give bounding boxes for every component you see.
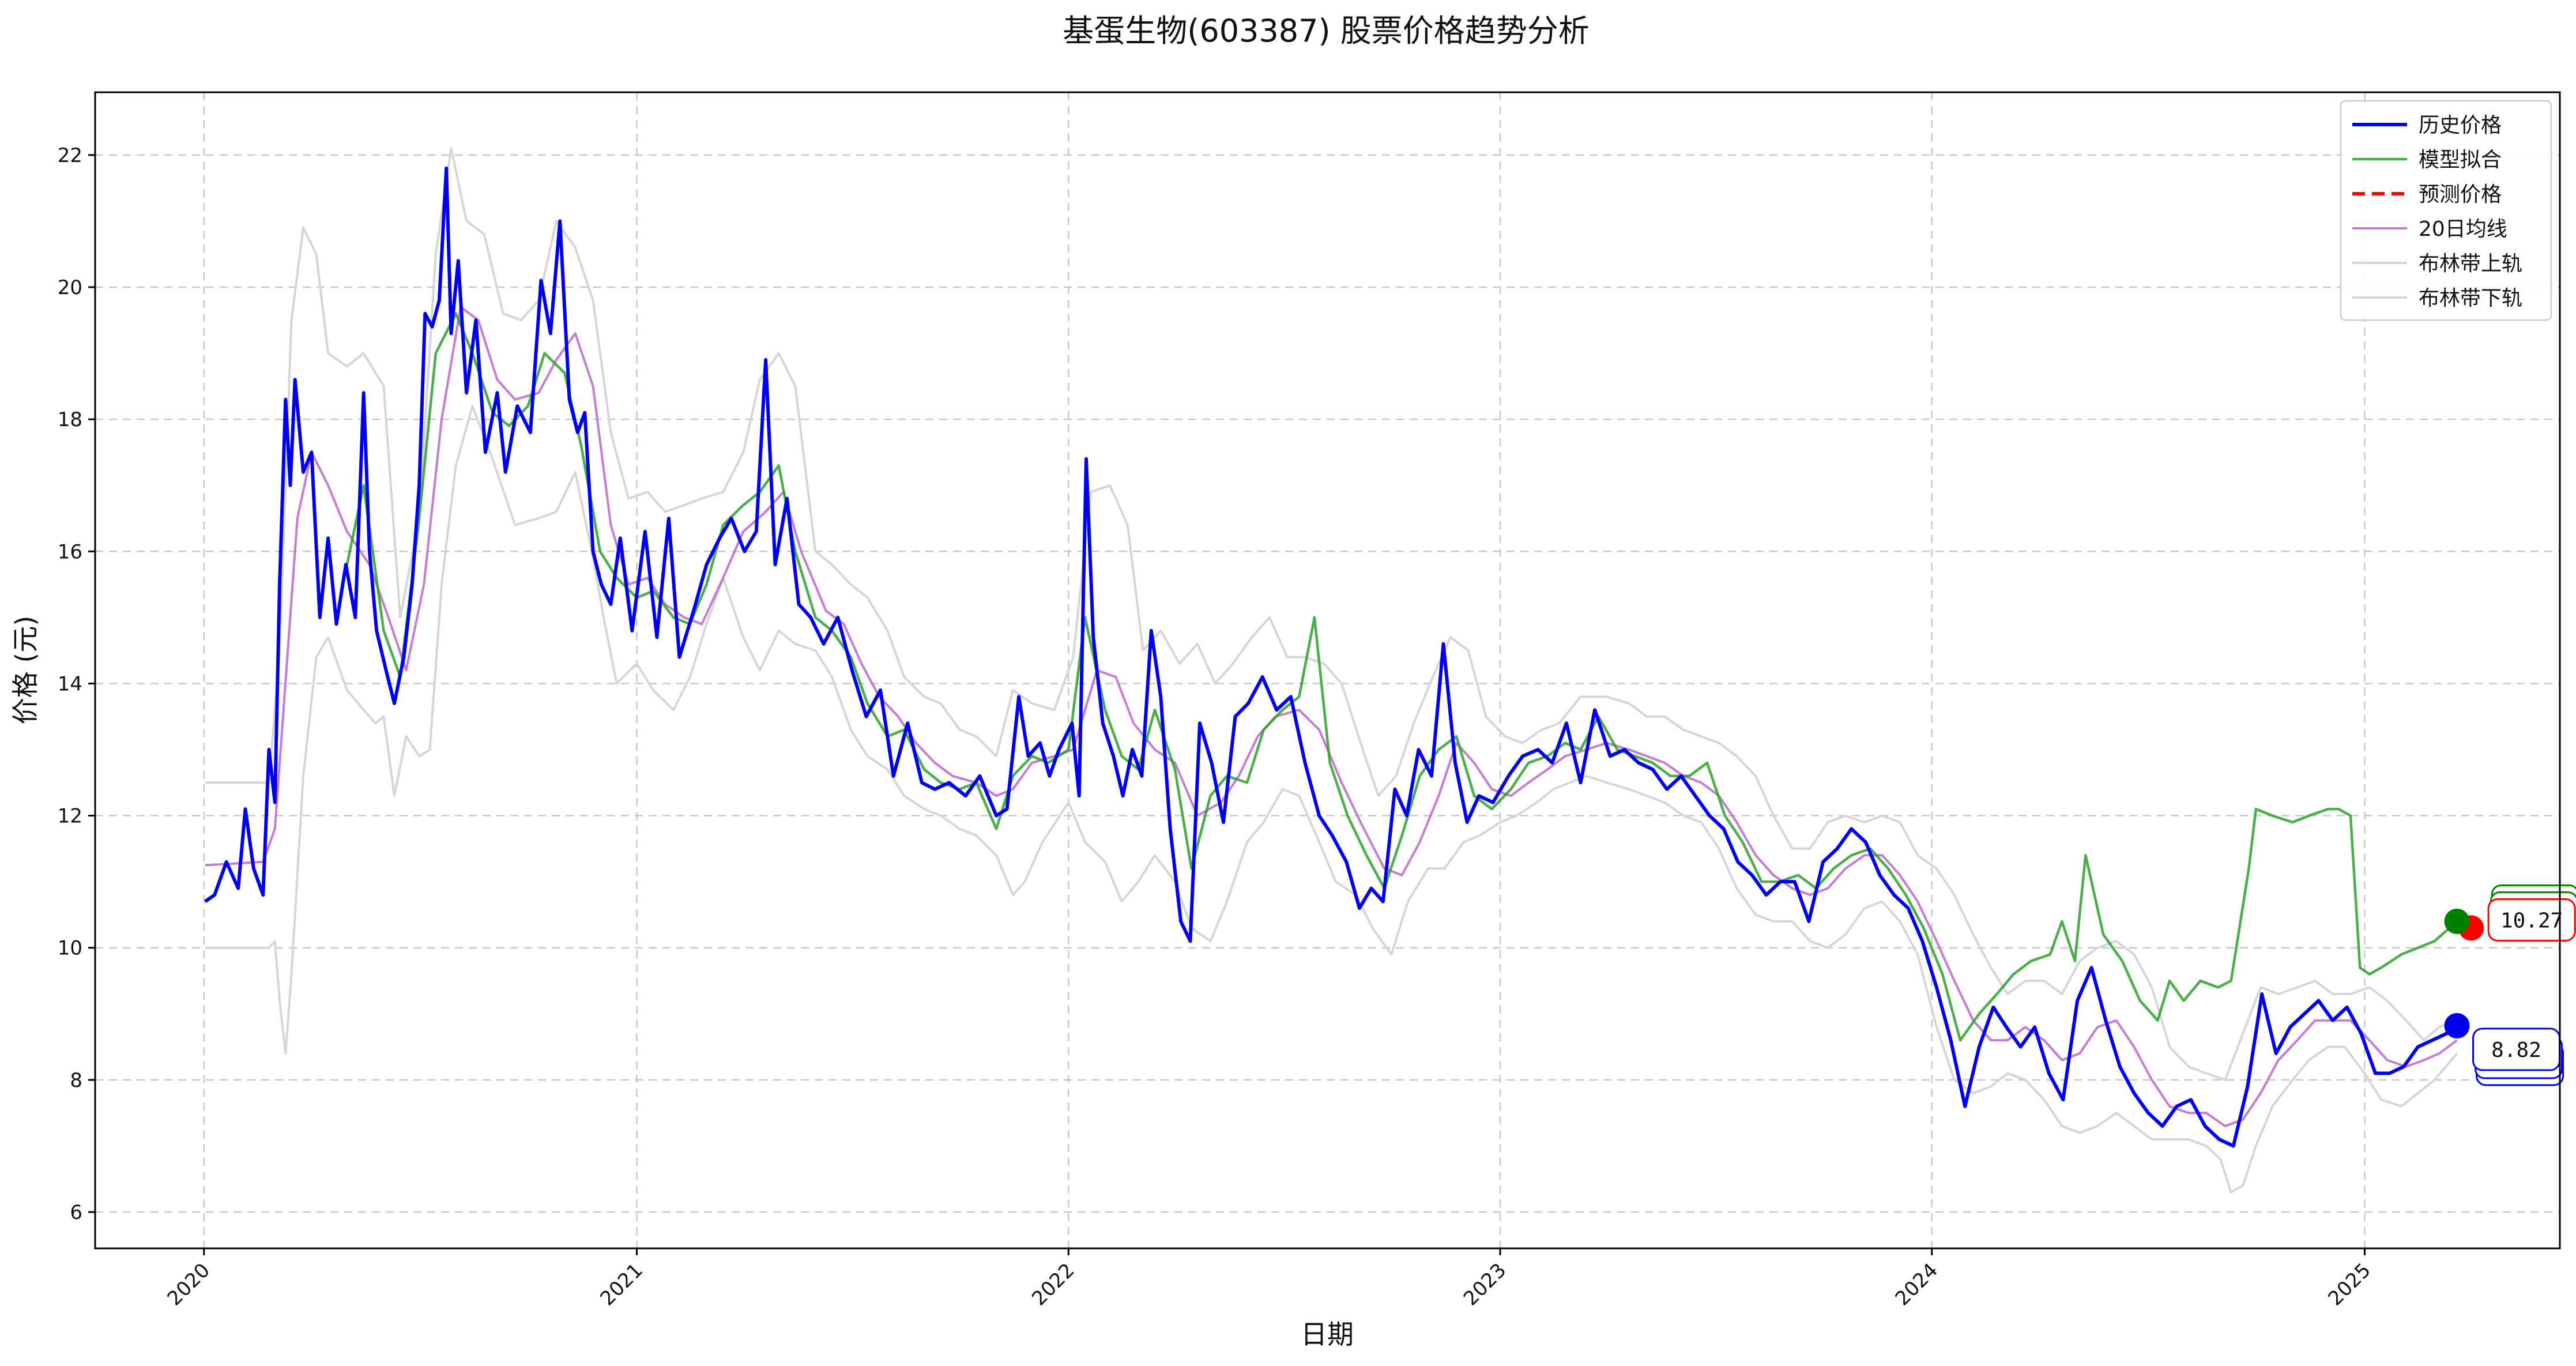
y-tick-label: 14 — [58, 672, 82, 695]
y-tick-label: 10 — [58, 937, 82, 960]
plot-area-frame — [94, 91, 2561, 1250]
historical-callout-label: 8.82 — [2491, 1038, 2541, 1062]
legend-label: 历史价格 — [2419, 114, 2502, 137]
x-axis-title: 日期 — [1301, 1319, 1354, 1350]
model-endpoint-marker — [2444, 908, 2470, 934]
grid-lines — [95, 92, 2560, 1248]
legend-label: 20日均线 — [2419, 217, 2507, 241]
y-tick-label: 20 — [58, 276, 82, 299]
legend-label: 布林带下轨 — [2419, 287, 2522, 310]
chart-title: 基蛋生物(603387) 股票价格趋势分析 — [1063, 13, 1589, 49]
y-tick-label: 12 — [58, 805, 82, 828]
legend-box — [2340, 100, 2552, 321]
legend-label: 预测价格 — [2419, 183, 2502, 206]
y-tick-label: 22 — [58, 144, 82, 167]
bollinger-lower-line — [205, 405, 2458, 1194]
y-tick-label: 16 — [58, 540, 82, 563]
model-fit-line — [345, 312, 2458, 1042]
legend-label: 布林带上轨 — [2419, 252, 2522, 276]
historical-endpoint-marker — [2444, 1013, 2470, 1038]
series-lines — [204, 147, 2472, 1194]
legend-label: 模型拟合 — [2419, 148, 2502, 172]
value-callouts: 10.27 8.82 — [2472, 884, 2576, 1086]
y-tick-label: 6 — [70, 1201, 82, 1224]
y-tick-label: 8 — [70, 1069, 82, 1092]
endpoint-markers — [2444, 908, 2484, 1038]
y-axis-ticks: 6 8 10 12 14 16 18 20 22 — [58, 144, 95, 1224]
y-tick-label: 18 — [58, 408, 82, 431]
forecast-callout-label: 10.27 — [2500, 909, 2563, 932]
forecast-callout-box — [2487, 898, 2576, 942]
bollinger-upper-line — [205, 147, 2458, 1081]
historical-price-line — [204, 166, 2458, 1148]
ma20-line — [205, 306, 2458, 1127]
y-axis-title: 价格 (元) — [10, 616, 41, 725]
